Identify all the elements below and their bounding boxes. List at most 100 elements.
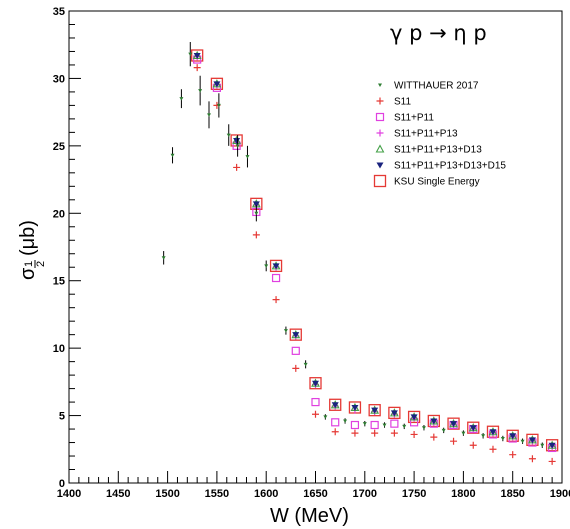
x-tick-label: 1650 — [303, 488, 327, 500]
data-point — [191, 49, 204, 62]
series-s11-p11-p13 — [193, 53, 556, 451]
series-witthauer-2017 — [161, 42, 545, 448]
series-s11-p11-p13-d13-d15 — [193, 53, 556, 449]
data-point — [309, 377, 322, 390]
legend-label: WITTHAUER 2017 — [394, 81, 479, 92]
data-point — [388, 406, 401, 420]
data-point — [226, 133, 231, 138]
data-point — [390, 429, 398, 437]
data-point — [311, 397, 320, 407]
data-point — [233, 163, 241, 171]
y-tick-label: 20 — [53, 208, 65, 220]
data-point — [329, 398, 342, 411]
data-point — [371, 407, 379, 414]
y-tick-label: 5 — [59, 411, 65, 423]
series-s11-p11 — [193, 55, 557, 453]
data-point — [216, 103, 221, 108]
data-point — [469, 425, 477, 432]
data-point — [528, 455, 536, 463]
x-tick-label: 1600 — [254, 488, 278, 500]
data-point — [469, 441, 477, 449]
legend-marker — [375, 112, 385, 122]
data-point — [410, 414, 418, 421]
data-point — [331, 418, 340, 427]
legend-marker — [378, 83, 382, 87]
data-point — [390, 419, 399, 428]
legend-marker — [373, 174, 387, 188]
data-point — [272, 296, 280, 304]
axis-ticks: 1400 1450 1500 1550 1600 1650 1700 1750 1800 1850… — [53, 6, 570, 500]
data-point — [509, 451, 517, 459]
data-point — [402, 424, 407, 429]
data-point — [526, 433, 539, 446]
data-point — [350, 420, 360, 430]
legend-label: S11 — [394, 97, 411, 108]
y-tick-label: 15 — [53, 276, 65, 288]
data-point — [545, 439, 559, 452]
data-point — [289, 328, 302, 341]
data-point — [410, 430, 418, 438]
data-point — [264, 264, 269, 268]
x-tick-label: 1750 — [402, 488, 426, 500]
y-tick-label: 10 — [53, 343, 65, 355]
data-point — [450, 437, 458, 445]
legend-marker — [376, 162, 384, 169]
data-point — [481, 434, 486, 438]
data-point — [323, 415, 328, 419]
legend-marker — [376, 129, 384, 137]
data-point — [407, 410, 421, 424]
data-point — [198, 89, 203, 93]
data-point — [161, 256, 166, 260]
data-point — [528, 437, 536, 444]
data-point — [331, 428, 339, 436]
x-axis-title: W (MeV) — [270, 505, 349, 527]
chart-title: γ p → η p — [390, 21, 487, 45]
legend-label: S11+P11 — [394, 113, 434, 124]
data-point — [427, 414, 440, 428]
legend-label: S11+P11+P13+D13 — [394, 145, 482, 156]
data-point — [207, 113, 212, 117]
data-point — [520, 439, 525, 444]
legend: WITTHAUER 2017 S11 S11+P11 S11+P11+P13 S11+P… — [373, 81, 506, 188]
data-point — [489, 445, 497, 453]
data-point — [371, 429, 379, 437]
x-tick-label: 1700 — [353, 488, 377, 500]
x-tick-label: 1800 — [451, 488, 475, 500]
data-point — [351, 404, 359, 411]
data-point — [331, 402, 339, 409]
data-point — [291, 346, 300, 355]
data-point — [370, 420, 379, 430]
series-ksu-single-energy — [191, 49, 559, 452]
data-point — [170, 153, 175, 158]
data-point — [245, 155, 250, 159]
data-point — [292, 332, 300, 339]
x-tick-label: 1450 — [106, 488, 130, 500]
data-point — [430, 418, 438, 425]
legend-label: KSU Single Energy — [394, 177, 480, 188]
data-point — [188, 52, 193, 57]
x-tick-label: 1500 — [155, 488, 179, 500]
data-point — [548, 442, 556, 449]
data-point — [254, 211, 259, 216]
data-point — [421, 426, 426, 430]
data-point — [252, 231, 260, 239]
y-axis-unit: (μb) — [17, 220, 39, 256]
data-point — [303, 362, 308, 367]
series-s11-p11-p13-d13 — [192, 50, 557, 449]
data-point — [312, 410, 319, 418]
y-axis-sub-num: 1 — [23, 261, 35, 267]
data-point — [441, 428, 446, 433]
data-point — [430, 433, 438, 441]
data-point — [213, 81, 221, 88]
data-point — [548, 457, 556, 465]
data-point — [506, 429, 519, 442]
data-point — [235, 144, 240, 148]
data-point — [467, 421, 480, 434]
data-point — [269, 259, 283, 273]
data-point — [368, 404, 381, 417]
y-tick-label: 30 — [53, 73, 65, 85]
y-axis-sub-den: 2 — [35, 261, 47, 267]
data-point — [362, 422, 367, 426]
